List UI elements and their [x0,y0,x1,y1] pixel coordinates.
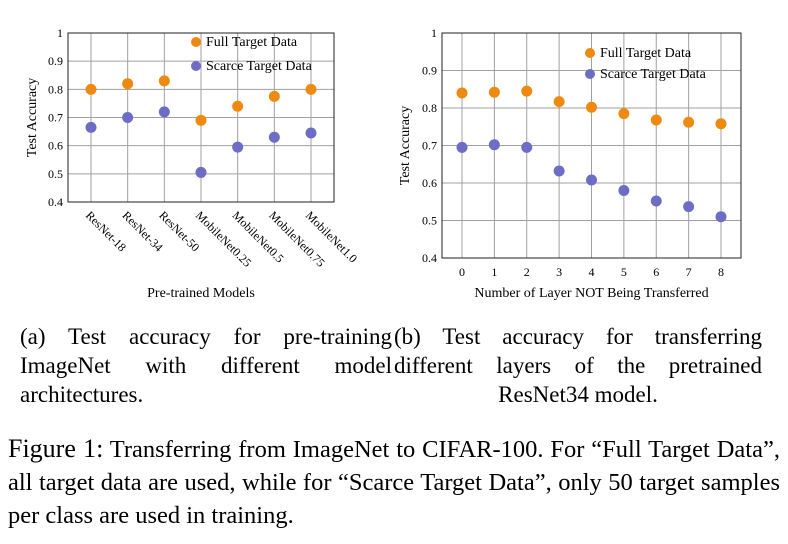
data-point [456,141,468,153]
y-tick-label: 0.7 [48,111,63,125]
data-point [122,78,134,90]
x-axis-label: Number of Layer NOT Being Transferred [474,286,708,301]
series-full-target [85,75,317,126]
y-tick-label: 0.8 [48,82,63,96]
x-tick-label: 1 [491,265,497,279]
legend-label: Scarce Target Data [206,59,313,74]
data-point [305,127,317,139]
legend: Full Target Data Scarce Target Data [585,46,707,82]
data-point [618,108,630,120]
figure-panels: 0.40.50.60.70.80.91ResNet-18ResNet-34Res… [25,26,742,301]
data-point [521,85,533,97]
x-tick-label: 0 [459,265,465,279]
plot-frame [441,32,742,259]
y-tick-label: 0.9 [422,64,437,78]
data-point [305,83,317,95]
data-point [195,166,207,178]
data-point [268,131,280,143]
y-axis-label: Test Accuracy [398,106,413,185]
data-point [715,211,727,223]
plot-frame [67,32,335,203]
figure-caption: Figure 1: Transferring from ImageNet to … [8,432,780,532]
x-tick-label: 8 [718,265,724,279]
y-tick-label: 0.5 [422,214,437,228]
figure-label: Figure 1: [8,434,104,463]
y-axis-label: Test Accuracy [25,78,40,157]
data-point [488,86,500,98]
legend-marker [191,37,201,47]
y-tick-label: 0.4 [48,195,63,209]
y-tick-label: 0.5 [48,167,63,181]
data-point [232,141,244,153]
subcaption-b: (b) Test accuracy for transferring diffe… [394,324,762,407]
data-point [553,165,565,177]
data-point [488,139,500,151]
y-tick-label: 1 [431,26,437,40]
data-point [650,195,662,207]
data-point [553,96,565,108]
legend-marker [585,48,595,58]
data-point [85,83,97,95]
chart-b: 0.4 0.5 0.6 0.7 0.8 0.9 1 0 1 2 3 4 5 6 7 8 Test Accurac… [398,26,742,301]
x-tick-label: 7 [686,265,692,279]
series-scarce-target [85,106,317,178]
data-point [586,174,597,186]
data-point [158,75,170,87]
y-tick-label: 0.6 [48,139,63,153]
y-tick-label: 0.7 [422,139,437,153]
x-tick-label: 2 [524,265,530,279]
data-point [521,141,533,153]
legend-marker [191,61,201,71]
data-point [618,185,630,196]
chart-a: 0.40.50.60.70.80.91ResNet-18ResNet-34Res… [25,26,360,301]
data-point [158,106,170,118]
x-tick-label: 4 [589,265,595,279]
data-point [122,112,134,123]
data-point [715,118,727,130]
x-axis-label: Pre-trained Models [147,286,255,301]
y-tick-label: 1 [57,26,63,40]
series-full-target [456,85,727,130]
y-tick-label: 0.8 [422,101,437,115]
x-tick-label: 5 [621,265,627,279]
data-point [683,116,695,128]
y-tick-label: 0.6 [422,176,437,190]
legend: Full Target Data Scarce Target Data [191,35,313,74]
legend-label: Full Target Data [206,35,298,50]
y-tick-label: 0.4 [422,251,437,265]
series-scarce-target [456,139,727,223]
data-point [195,114,207,126]
data-point [456,87,468,99]
data-point [85,121,97,133]
data-point [683,201,695,213]
data-point [268,90,280,102]
x-tick-label: 6 [653,265,659,279]
data-point [650,114,662,126]
legend-label: Scarce Target Data [600,67,707,82]
legend-label: Full Target Data [600,46,692,61]
subcaption-a: (a) Test accuracy for pre-training Image… [20,324,392,407]
legend-marker [585,69,595,79]
data-point [586,101,597,113]
data-point [232,100,244,112]
y-tick-label: 0.9 [48,54,63,68]
figure-caption-text: Transferring from ImageNet to CIFAR-100.… [8,436,780,529]
x-tick-label: 3 [556,265,562,279]
